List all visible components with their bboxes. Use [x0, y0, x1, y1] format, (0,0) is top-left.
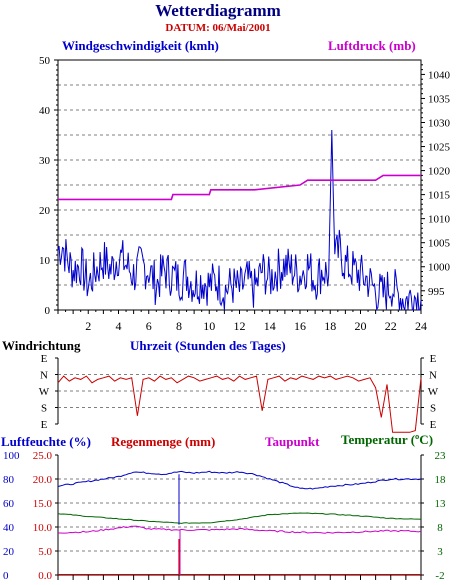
y-tick-label: 30 [39, 155, 51, 167]
x-tick-label: 22 [385, 319, 397, 333]
x-tick-label: 2 [85, 319, 91, 333]
direction-tick-label: W [39, 386, 50, 398]
rain-label: Regenmenge (mm) [111, 434, 215, 449]
wind-speed-label: Windgeschwindigkeit (kmh) [62, 38, 219, 53]
wind-speed-line [57, 129, 422, 311]
y-right-tick-label: 1020 [428, 166, 451, 178]
rain-tick-label: 5.0 [38, 546, 52, 558]
y-right-tick-label: 1040 [428, 69, 451, 81]
y-tick-label: 10 [39, 255, 51, 267]
chart-date: DATUM: 06/Mai/2001 [165, 22, 270, 34]
x-tick-label: 14 [264, 319, 276, 333]
y-right-tick-label: 1015 [428, 190, 451, 202]
y-tick-label: 0 [45, 305, 51, 317]
y-right-tick-label: 995 [428, 286, 445, 298]
temperature-tick-label: -2 [435, 570, 444, 582]
temperature-line [57, 512, 422, 524]
humidity-rain-temp-panel: 0 20 40 60 80 100 0.0 5.0 10.0 15.0 20.0 25.0 -2 3 8 13… [3, 450, 446, 582]
x-tick-label: 24 [415, 319, 427, 333]
direction-right-tick-label: E [430, 353, 437, 365]
humidity-tick-label: 20 [3, 546, 15, 558]
direction-label: Windrichtung [2, 338, 81, 353]
dewpoint-label: Taupunkt [265, 434, 320, 449]
humidity-tick-label: 0 [3, 570, 9, 582]
direction-tick-label: S [41, 403, 47, 415]
humidity-line [57, 470, 422, 490]
x-tick-label: 20 [355, 319, 367, 333]
direction-right-tick-label: N [429, 370, 437, 382]
rain-tick-label: 10.0 [33, 522, 53, 534]
temperature-tick-label: 23 [435, 450, 447, 462]
humidity-tick-label: 80 [3, 474, 15, 486]
x-tick-label: 4 [116, 319, 122, 333]
direction-right-tick-label: W [428, 386, 439, 398]
wind-pressure-panel: 0102030405099510001005101010151020102510… [39, 55, 451, 333]
time-axis-label: Uhrzeit (Stunden des Tages) [130, 338, 286, 353]
humidity-tick-label: 60 [3, 498, 15, 510]
direction-right-tick-label: S [430, 403, 436, 415]
wind-direction-line [57, 375, 422, 433]
y-right-tick-label: 1025 [428, 142, 451, 154]
rain-tick-label: 20.0 [33, 474, 53, 486]
humidity-tick-label: 100 [3, 450, 20, 462]
wind-direction-panel: E EN NW WS SE E [39, 353, 439, 433]
y-tick-label: 40 [39, 105, 51, 117]
x-tick-label: 16 [294, 319, 306, 333]
temperature-tick-label: 18 [435, 474, 447, 486]
direction-tick-label: E [41, 353, 48, 365]
rain-tick-label: 0.0 [38, 570, 52, 582]
temperature-tick-label: 13 [435, 498, 447, 510]
x-tick-label: 10 [203, 319, 215, 333]
humidity-label: Luftfeuchte (%) [1, 434, 91, 449]
direction-right-tick-label: E [430, 419, 437, 431]
rain-tick-label: 15.0 [33, 498, 53, 510]
y-right-tick-label: 1000 [428, 262, 451, 274]
y-right-tick-label: 1005 [428, 238, 451, 250]
humidity-tick-label: 40 [3, 522, 15, 534]
chart-title: Wetterdiagramm [155, 1, 281, 20]
temperature-label: Temperatur (ºC) [341, 432, 433, 447]
x-tick-label: 12 [234, 319, 246, 333]
y-tick-label: 20 [39, 205, 51, 217]
dewpoint-line [58, 525, 422, 534]
y-right-tick-label: 1035 [428, 93, 451, 105]
temperature-tick-label: 3 [437, 546, 443, 558]
y-right-tick-label: 1030 [428, 118, 451, 130]
y-tick-label: 50 [39, 55, 51, 67]
direction-tick-label: E [41, 419, 48, 431]
direction-tick-label: N [40, 370, 48, 382]
temperature-tick-label: 8 [437, 522, 443, 534]
pressure-line [58, 174, 421, 201]
x-tick-label: 8 [176, 319, 182, 333]
pressure-label: Luftdruck (mb) [328, 38, 416, 53]
x-tick-label: 18 [324, 319, 336, 333]
x-tick-label: 6 [146, 319, 152, 333]
y-right-tick-label: 1010 [428, 214, 451, 226]
rain-tick-label: 25.0 [33, 450, 53, 462]
